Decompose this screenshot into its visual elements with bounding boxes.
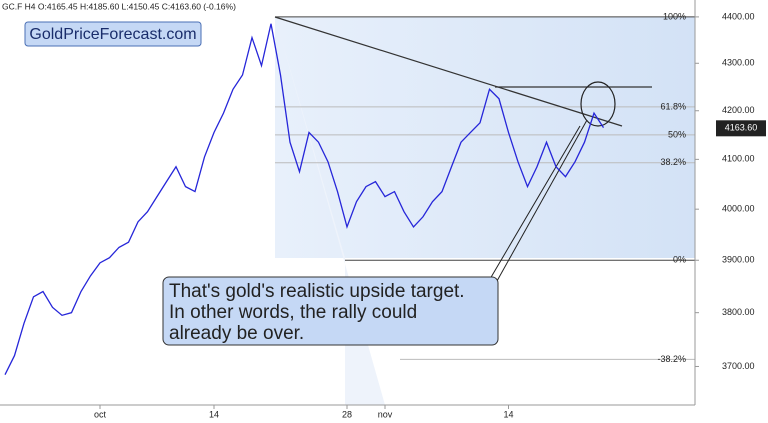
annotation-line: That's gold's realistic upside target.	[169, 281, 465, 302]
annotation-line: In other words, the rally could	[169, 302, 417, 323]
x-tick-label: 28	[342, 409, 352, 419]
x-tick-label: 14	[209, 409, 219, 419]
annotation-line: already be over.	[169, 323, 304, 344]
callout-pointer	[489, 125, 581, 280]
x-tick-label: nov	[378, 409, 393, 419]
fib-label: 50%	[668, 129, 686, 139]
watermark: GoldPriceForecast.com	[29, 26, 196, 43]
fib-label: 61.8%	[660, 101, 686, 111]
x-tick-label: 14	[503, 409, 513, 419]
y-tick-label: 4100.00	[722, 154, 755, 164]
y-tick-label: 3900.00	[722, 255, 755, 265]
y-tick-label: 4200.00	[722, 105, 755, 115]
last-price-label: 4163.60	[725, 123, 758, 133]
last-price-tag	[716, 120, 766, 137]
header: GC.F H4 O:4165.45 H:4185.60 L:4150.45 C:…	[2, 1, 236, 11]
watermark-box	[24, 21, 202, 47]
price-line	[4, 23, 605, 375]
target-circle	[580, 81, 616, 127]
y-tick-label: 3800.00	[722, 307, 755, 317]
y-tick-label: 4400.00	[722, 11, 755, 21]
fib-label: 100%	[663, 11, 686, 21]
x-tick-label: oct	[94, 409, 107, 419]
fib-zone	[275, 17, 695, 258]
callout-pointer	[496, 119, 588, 282]
fib-label: 38.2%	[660, 157, 686, 167]
y-tick-label: 4000.00	[722, 204, 755, 214]
callout-box	[162, 276, 499, 346]
fib-label: -38.2%	[657, 354, 686, 364]
fib-label: 0%	[673, 255, 686, 265]
y-tick-label: 4300.00	[722, 58, 755, 68]
trend-line	[274, 16, 623, 127]
y-tick-label: 3700.00	[722, 361, 755, 371]
